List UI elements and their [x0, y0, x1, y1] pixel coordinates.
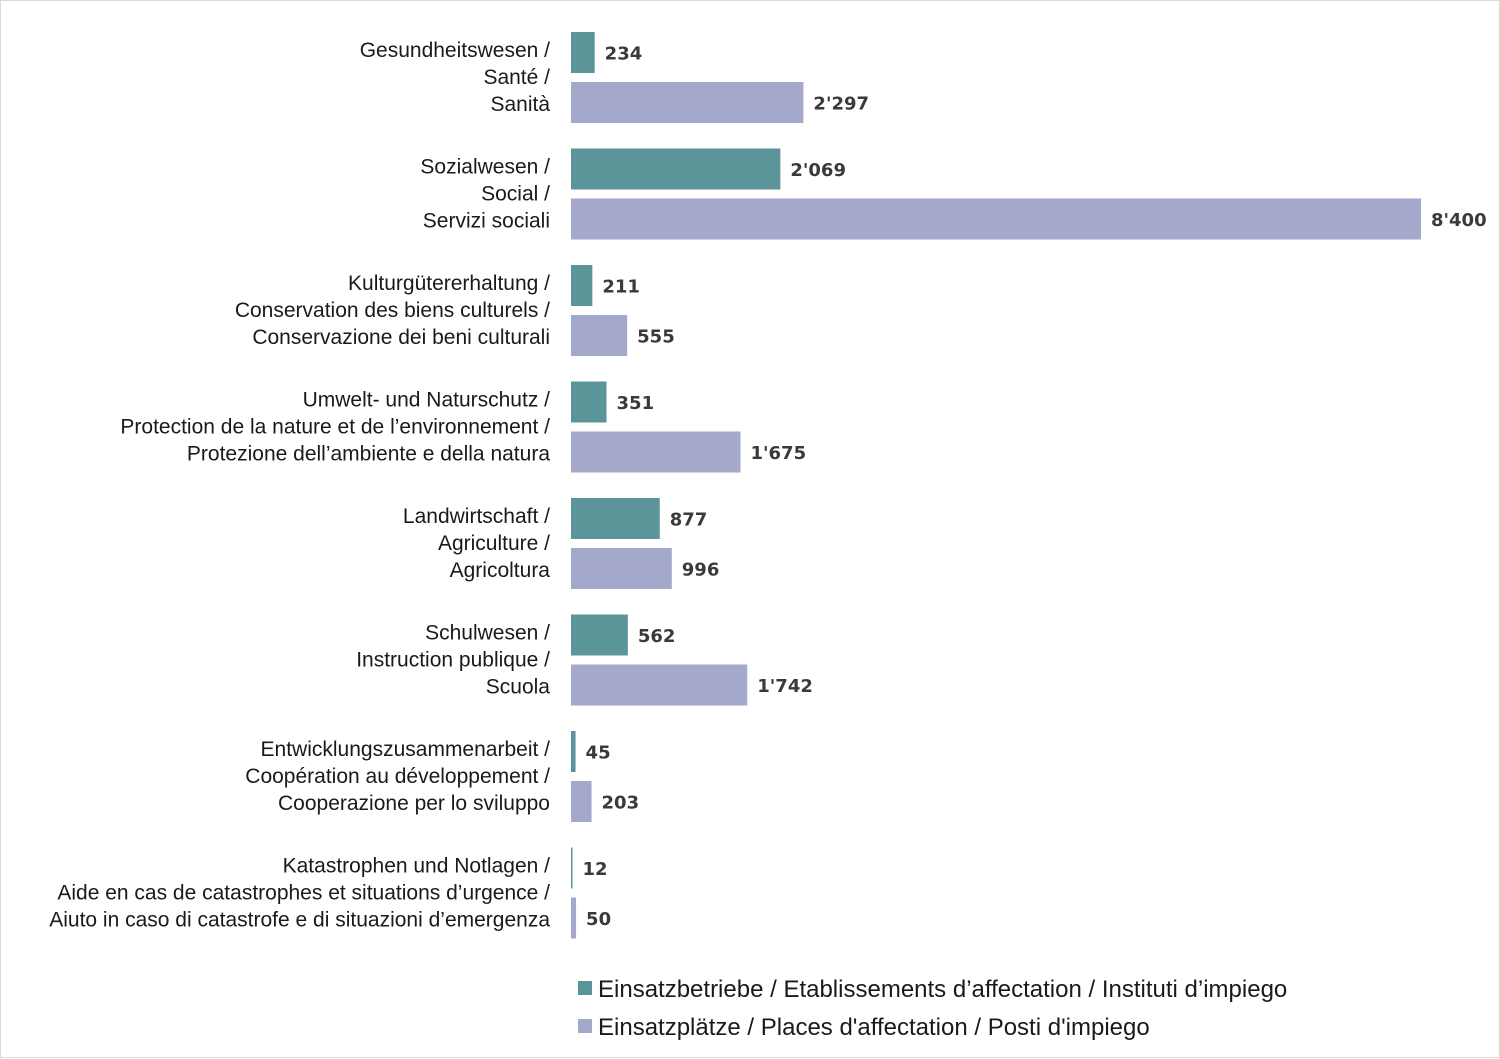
category-label: Aiuto in caso di catastrofe e di situazi… — [49, 909, 550, 932]
bar-einsatzbetriebe — [571, 32, 595, 73]
category-label: Schulwesen / — [425, 622, 550, 645]
bar-einsatzplaetze — [571, 82, 804, 123]
category-label: Aide en cas de catastrophes et situation… — [57, 882, 550, 905]
data-label: 996 — [682, 560, 720, 581]
data-label: 555 — [637, 327, 675, 348]
category-label: Instruction publique / — [356, 649, 550, 672]
data-label: 50 — [586, 909, 611, 930]
bar-einsatzplaetze — [571, 315, 628, 356]
bar-einsatzplaetze — [571, 198, 1421, 240]
category-label: Coopération au développement / — [245, 765, 550, 788]
legend-label: Einsatzplätze / Places d'affectation / P… — [598, 1014, 1150, 1041]
bar-einsatzbetriebe — [571, 847, 573, 889]
category-label: Katastrophen und Notlagen / — [283, 855, 551, 878]
category-label: Conservation des biens culturels / — [235, 299, 550, 322]
bar-einsatzbetriebe — [571, 148, 781, 190]
category-label: Kulturgütererhaltung / — [348, 272, 550, 295]
legend-swatch-einsatzplaetze — [578, 1019, 592, 1033]
bar-einsatzplaetze — [571, 431, 741, 473]
category-label: Agricoltura — [450, 559, 551, 582]
data-label: 351 — [617, 393, 655, 414]
category-label: Servizi sociali — [423, 210, 550, 233]
category-label: Sanità — [490, 93, 550, 116]
bar-einsatzbetriebe — [571, 614, 628, 656]
legend-swatch-einsatzbetriebe — [578, 981, 592, 995]
data-label: 562 — [638, 626, 676, 647]
bar-einsatzplaetze — [571, 664, 748, 706]
bar-einsatzbetriebe — [571, 265, 593, 306]
data-label: 2'297 — [813, 94, 869, 115]
data-label: 211 — [602, 277, 640, 298]
category-label: Umwelt- und Naturschutz / — [303, 389, 551, 412]
data-label: 203 — [602, 793, 640, 814]
bar-einsatzbetriebe — [571, 731, 576, 772]
category-label: Gesundheitswesen / — [360, 39, 550, 62]
data-label: 1'675 — [750, 443, 806, 464]
category-label: Sozialwesen / — [420, 156, 550, 179]
category-label: Landwirtschaft / — [403, 505, 550, 528]
data-label: 2'069 — [790, 160, 846, 181]
bar-einsatzplaetze — [571, 897, 577, 939]
category-label: Cooperazione per lo sviluppo — [278, 792, 550, 815]
category-label: Scuola — [486, 676, 551, 699]
category-label: Protezione dell’ambiente e della natura — [187, 443, 550, 466]
data-label: 1'742 — [757, 676, 813, 697]
legend-label: Einsatzbetriebe / Etablissements d’affec… — [598, 976, 1287, 1003]
data-label: 877 — [670, 510, 708, 531]
bar-einsatzplaetze — [571, 781, 592, 822]
category-label: Santé / — [483, 66, 550, 89]
category-label: Protection de la nature et de l’environn… — [120, 416, 550, 439]
data-label: 12 — [583, 859, 608, 880]
category-label: Conservazione dei beni culturali — [252, 326, 550, 349]
bar-einsatzbetriebe — [571, 498, 660, 539]
data-label: 234 — [605, 44, 643, 65]
category-label: Agriculture / — [438, 532, 550, 555]
bar-einsatzbetriebe — [571, 381, 607, 423]
data-label: 45 — [586, 743, 611, 764]
category-label: Entwicklungszusammenarbeit / — [261, 738, 551, 761]
bar-einsatzplaetze — [571, 548, 672, 589]
category-label: Social / — [481, 183, 550, 206]
data-label: 8'400 — [1431, 210, 1487, 231]
